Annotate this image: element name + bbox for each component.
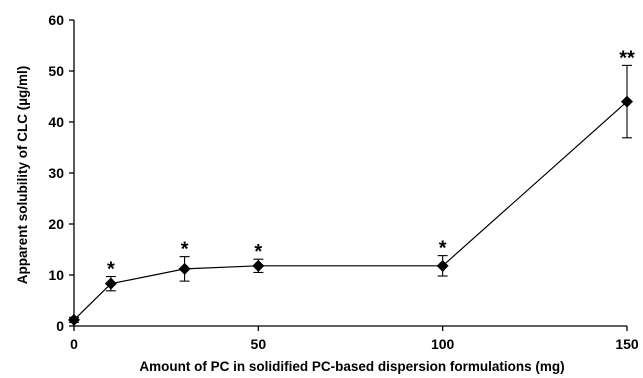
data-point-marker bbox=[252, 259, 265, 272]
significance-label: * bbox=[254, 241, 262, 263]
y-tick-label: 10 bbox=[48, 267, 64, 283]
x-tick-label: 100 bbox=[431, 336, 455, 352]
x-tick-label: 50 bbox=[251, 336, 267, 352]
x-tick-label: 0 bbox=[70, 336, 78, 352]
significance-label: * bbox=[439, 238, 447, 260]
significance-label: * bbox=[107, 259, 115, 281]
series-line bbox=[73, 101, 628, 321]
x-axis: 0 50 100 150 bbox=[70, 325, 639, 352]
data-point-marker bbox=[104, 277, 117, 290]
y-tick-label: 30 bbox=[48, 165, 64, 181]
data-point-marker bbox=[436, 259, 449, 272]
significance-label: ** bbox=[619, 47, 635, 69]
y-axis: 0 10 20 30 40 50 60 bbox=[48, 12, 75, 334]
data-point-marker bbox=[621, 95, 633, 108]
y-tick-label: 60 bbox=[48, 12, 64, 28]
data-point-marker bbox=[68, 313, 80, 326]
x-ticks: 0 50 100 150 bbox=[70, 326, 639, 352]
plot-area: ** * *** bbox=[68, 47, 635, 326]
x-tick-label: 150 bbox=[615, 336, 639, 352]
y-tick-label: 50 bbox=[48, 63, 64, 79]
y-tick-label: 40 bbox=[48, 114, 64, 130]
y-ticks: 0 10 20 30 40 50 60 bbox=[48, 12, 74, 334]
y-tick-label: 0 bbox=[56, 318, 64, 334]
y-tick-label: 20 bbox=[48, 216, 64, 232]
x-axis-title: Amount of PC in solidified PC-based disp… bbox=[139, 359, 564, 374]
data-point-marker bbox=[178, 262, 191, 275]
significance-label: * bbox=[181, 239, 189, 261]
y-axis-title: Apparent solubility of CLC (µg/ml) bbox=[15, 66, 30, 285]
